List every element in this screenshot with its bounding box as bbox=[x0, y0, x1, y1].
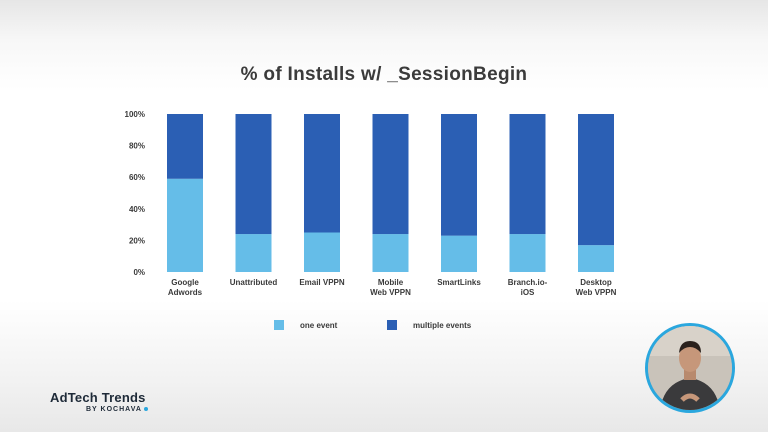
legend-item-one-event: one event bbox=[274, 320, 337, 330]
bars bbox=[167, 114, 614, 272]
x-tick-label-line: Email VPPN bbox=[299, 278, 345, 287]
y-tick-label: 80% bbox=[129, 142, 145, 151]
x-tick-label: Google Adwords bbox=[168, 278, 203, 297]
y-tick-label: 20% bbox=[129, 236, 145, 245]
y-tick-label: 0% bbox=[133, 268, 145, 277]
y-tick-label: 100% bbox=[125, 110, 145, 119]
bar-multiple-events bbox=[372, 114, 409, 235]
x-axis: Google Adwords Unattributed Email VPPN Mobil… bbox=[168, 278, 617, 297]
legend-label-multiple-events: multiple events bbox=[413, 320, 472, 330]
x-tick-label-line: SmartLinks bbox=[437, 278, 481, 287]
presenter-icon bbox=[648, 326, 732, 410]
y-tick-label: 60% bbox=[129, 173, 145, 182]
bar-multiple-events bbox=[441, 114, 477, 236]
x-tick-label: Email VPPN bbox=[299, 278, 345, 287]
bar-one-event bbox=[372, 234, 409, 272]
presenter-avatar bbox=[645, 323, 735, 413]
brand-byline: BY KOCHAVA bbox=[86, 406, 148, 413]
x-tick-label: Mobile Web VPPN bbox=[370, 278, 411, 297]
chart-title: % of Installs w/ _SessionBegin bbox=[240, 64, 528, 85]
brand-logo: AdTech Trends BY KOCHAVA bbox=[50, 390, 148, 413]
bar-one-event bbox=[235, 234, 272, 272]
legend-swatch-multiple-events bbox=[387, 320, 397, 330]
bar-multiple-events bbox=[578, 114, 614, 246]
x-tick-label-line: Web VPPN bbox=[370, 288, 411, 297]
brand-byline-text: BY KOCHAVA bbox=[86, 406, 142, 413]
y-tick-label: 40% bbox=[129, 205, 145, 214]
legend-item-multiple-events: multiple events bbox=[387, 320, 471, 330]
x-tick-label-line: Google bbox=[171, 278, 199, 287]
bar-multiple-events bbox=[235, 114, 272, 235]
x-tick-label-line: iOS bbox=[521, 288, 535, 297]
x-tick-label-line: Adwords bbox=[168, 288, 203, 297]
x-tick-label: Unattributed bbox=[230, 278, 278, 287]
x-tick-label-line: Branch.io- bbox=[508, 278, 548, 287]
bar-one-event bbox=[509, 234, 546, 272]
bar-one-event bbox=[304, 232, 340, 272]
y-axis: 0% 20% 40% 60% 80% 100% bbox=[125, 110, 145, 277]
x-tick-label: Branch.io-iOS bbox=[508, 278, 548, 297]
bar-one-event bbox=[167, 178, 203, 272]
x-tick-label-line: Web VPPN bbox=[576, 288, 617, 297]
bar-multiple-events bbox=[167, 114, 203, 179]
x-tick-label-line: Mobile bbox=[378, 278, 404, 287]
legend-swatch-one-event bbox=[274, 320, 284, 330]
bar-multiple-events bbox=[304, 114, 340, 233]
bar-one-event bbox=[441, 235, 477, 272]
x-tick-label-line: Unattributed bbox=[230, 278, 278, 287]
x-tick-label: Desktop Web VPPN bbox=[576, 278, 617, 297]
brand-dot-icon bbox=[143, 407, 148, 412]
bar-multiple-events bbox=[509, 114, 546, 235]
brand-name: AdTech Trends bbox=[50, 390, 146, 405]
x-tick-label: SmartLinks bbox=[437, 278, 481, 287]
x-tick-label-line: Desktop bbox=[580, 278, 612, 287]
legend-label-one-event: one event bbox=[300, 320, 338, 330]
bar-one-event bbox=[578, 245, 614, 272]
